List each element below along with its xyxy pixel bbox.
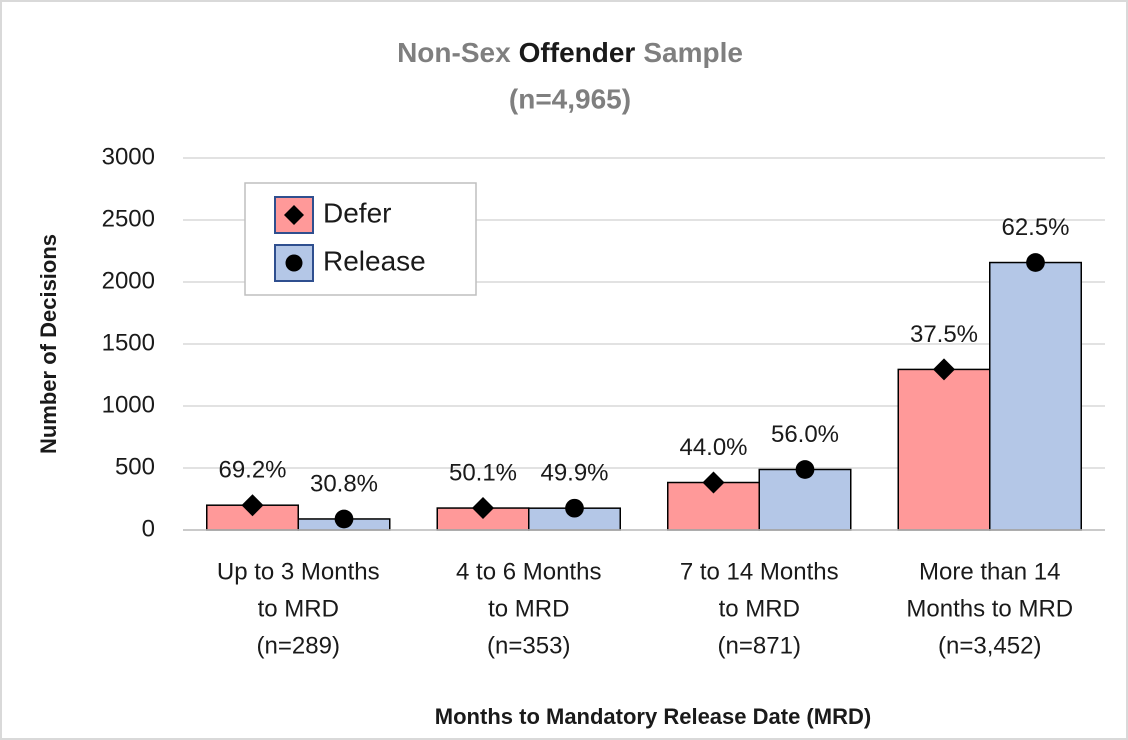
title-part: Non-Sex <box>397 37 511 68</box>
x-tick-label: to MRD <box>488 595 569 622</box>
legend-label: Release <box>323 245 426 276</box>
title-part: Offender <box>519 37 636 68</box>
data-label: 50.1% <box>449 459 517 486</box>
y-tick-label: 2000 <box>102 267 155 294</box>
legend-label: Defer <box>323 197 391 228</box>
x-tick-label: (n=3,452) <box>938 632 1041 659</box>
x-axis-title: Months to Mandatory Release Date (MRD) <box>435 704 871 729</box>
marker <box>285 254 303 272</box>
x-tick-label: More than 14 <box>919 558 1060 585</box>
marker <box>702 471 725 494</box>
x-tick-label: Up to 3 Months <box>217 558 380 585</box>
title-part: Sample <box>643 37 743 68</box>
data-label: 62.5% <box>1001 214 1069 241</box>
x-tick-label: 4 to 6 Months <box>456 558 601 585</box>
y-tick-label: 1500 <box>102 329 155 356</box>
marker <box>933 358 955 381</box>
data-label: 44.0% <box>679 434 747 461</box>
marker <box>472 497 494 520</box>
marker <box>795 460 815 479</box>
y-tick-label: 0 <box>142 515 155 542</box>
marker <box>241 494 264 517</box>
x-tick-label: Months to MRD <box>906 595 1073 622</box>
marker <box>565 498 584 518</box>
bar <box>897 368 991 531</box>
data-label: 49.9% <box>540 460 608 487</box>
data-label: 69.2% <box>218 457 286 484</box>
marker <box>334 509 354 529</box>
chart-subtitle: (n=4,965) <box>509 83 631 114</box>
x-tick-label: (n=289) <box>257 632 340 659</box>
x-tick-label: (n=871) <box>718 632 801 659</box>
y-tick-label: 2500 <box>102 205 155 232</box>
y-tick-label: 3000 <box>102 143 155 170</box>
marker <box>1026 253 1045 272</box>
data-label: 56.0% <box>771 421 839 448</box>
marker <box>284 205 304 225</box>
y-axis-title: Number of Decisions <box>36 234 61 454</box>
x-tick-label: to MRD <box>258 595 339 622</box>
y-tick-label: 1000 <box>102 391 155 418</box>
x-tick-label: 7 to 14 Months <box>680 558 839 585</box>
y-tick-label: 500 <box>115 453 155 480</box>
data-label: 30.8% <box>310 470 378 497</box>
chart-title: Non-Sex Offender Sample <box>397 37 743 68</box>
x-tick-label: to MRD <box>719 595 800 622</box>
data-label: 37.5% <box>910 321 978 348</box>
x-tick-label: (n=353) <box>487 632 570 659</box>
bar <box>989 261 1082 531</box>
